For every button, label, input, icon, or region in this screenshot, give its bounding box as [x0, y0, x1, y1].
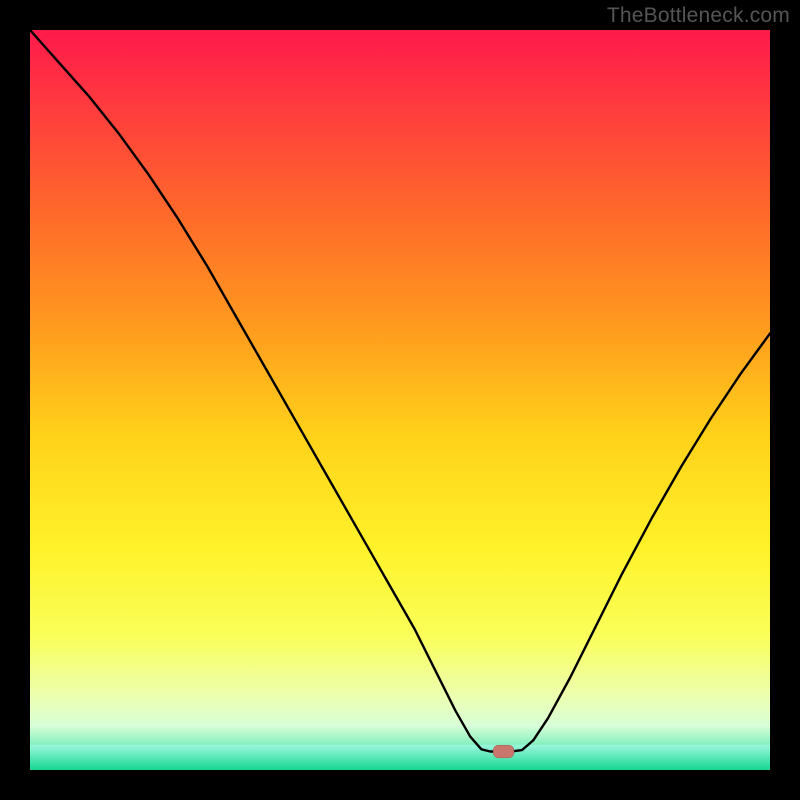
chart-frame: TheBottleneck.com [0, 0, 800, 800]
gradient-background [30, 30, 770, 770]
floor-band [30, 745, 770, 770]
optimal-marker [493, 745, 514, 758]
watermark-text: TheBottleneck.com [607, 4, 790, 28]
bottleneck-chart [30, 30, 770, 770]
plot-svg [30, 30, 770, 770]
